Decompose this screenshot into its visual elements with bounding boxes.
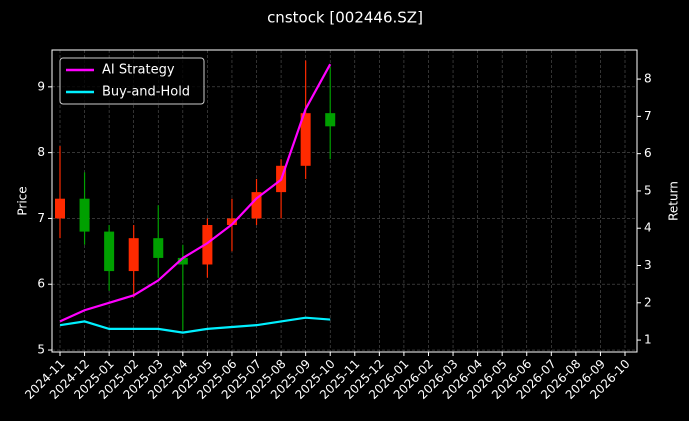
y-tick-label: 7 — [37, 211, 45, 225]
line-series — [59, 63, 332, 323]
chart-title: cnstock [002446.SZ] — [267, 9, 423, 27]
candle-body — [128, 238, 139, 272]
candle-body — [226, 218, 237, 226]
y2-axis-label: Return — [667, 181, 681, 221]
line-series — [59, 316, 331, 334]
y2-tick-label: 1 — [644, 333, 652, 347]
y-tick-label: 9 — [37, 79, 45, 93]
candle-body — [325, 113, 336, 127]
y2-tick-label: 6 — [644, 146, 652, 160]
y-axis-label: Price — [16, 186, 30, 215]
legend-box — [59, 57, 205, 105]
candle-body — [104, 231, 115, 272]
y2-tick-label: 5 — [644, 183, 652, 197]
y2-tick-label: 8 — [644, 72, 652, 86]
candle-body — [202, 225, 213, 265]
y-tick-label: 6 — [37, 277, 45, 291]
y-tick-label: 8 — [37, 145, 45, 159]
legend: AI Strategy Buy-and-Hold — [59, 57, 205, 105]
y2-tick-label: 7 — [644, 109, 652, 123]
y-tick-label: 5 — [37, 343, 45, 357]
plot-frame — [51, 49, 638, 353]
candle-body — [79, 198, 90, 232]
legend-label: AI Strategy — [102, 63, 175, 78]
y2-tick-label: 2 — [644, 295, 652, 309]
legend-label: Buy-and-Hold — [102, 85, 190, 100]
candle-body — [177, 257, 188, 265]
y2-tick-label: 3 — [644, 258, 652, 272]
candle-body — [251, 192, 262, 219]
y2-tick-label: 4 — [644, 221, 652, 235]
candle-body — [55, 198, 65, 219]
candle-body — [153, 238, 164, 258]
candle-body — [300, 113, 311, 166]
